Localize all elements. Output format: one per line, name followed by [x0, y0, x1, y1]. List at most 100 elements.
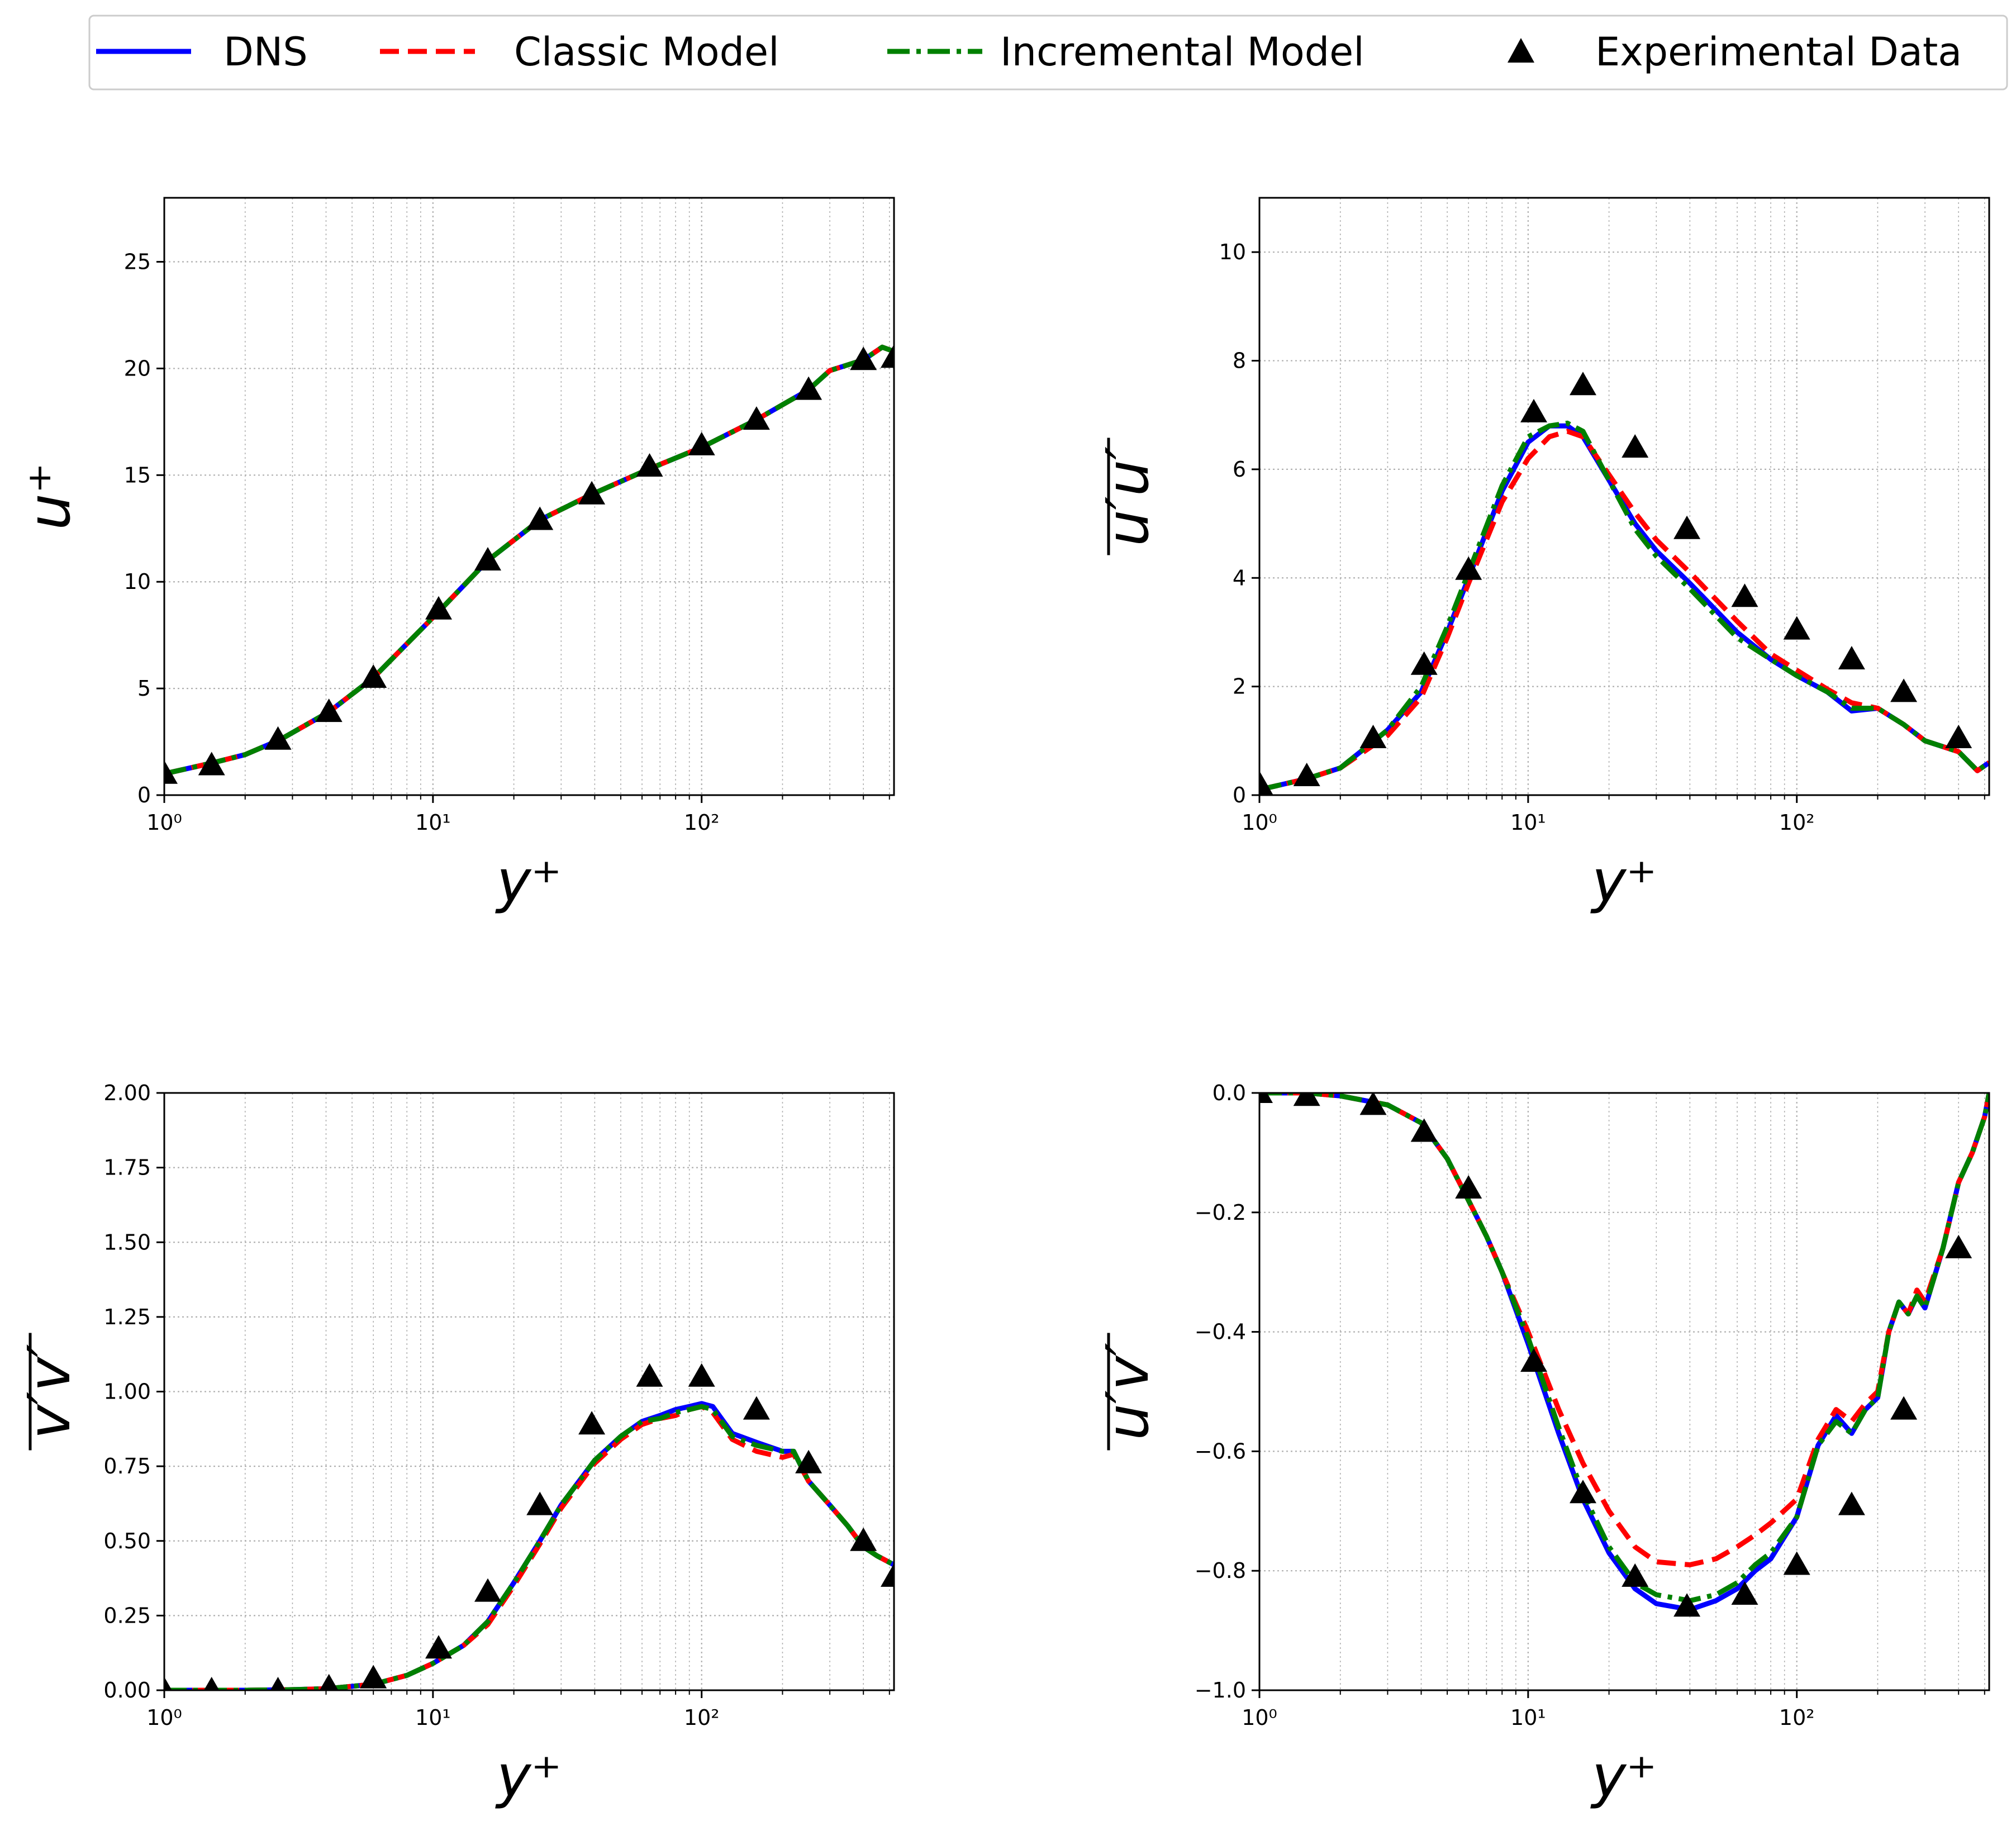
legend-marker-experimental [1508, 38, 1534, 63]
experimental-point [1890, 1396, 1918, 1420]
y-axis-label: v′v′ [15, 1344, 83, 1439]
experimental-point [319, 1673, 339, 1690]
experimental-point [1783, 616, 1810, 640]
experimental-point [474, 547, 501, 570]
experimental-point [425, 596, 452, 620]
series-line-classic-model [164, 344, 894, 777]
experimental-point [1410, 651, 1438, 675]
chart-panel-2: 10⁰ 10¹ 10² 0 2 4 6 8 10 y⁺ u′u′ [1093, 197, 1990, 915]
plot-frame [1258, 1092, 1990, 1691]
x-axis-label: y⁺ [495, 1742, 562, 1810]
chart-panel-3: 10⁰ 10¹ 10² 0.00 0.25 0.50 0.75 1.00 1.25 1.50 1.7… [15, 1081, 895, 1810]
experimental-markers [1259, 372, 1972, 795]
x-tick-label: 10¹ [1510, 810, 1546, 835]
x-tick-label: 10¹ [1510, 1705, 1546, 1730]
y-tick-label: 10 [1219, 240, 1246, 264]
experimental-point [164, 760, 178, 784]
y-axis-label: u′v′ [1093, 1343, 1162, 1440]
experimental-point [578, 1411, 606, 1435]
y-tick-label: 1.00 [103, 1380, 151, 1404]
chart-panel-1: 10⁰ 10¹ 10² 0 5 10 15 20 25 y⁺ u⁺ [15, 197, 895, 915]
experimental-point [270, 1677, 286, 1690]
experimental-point [1945, 725, 1972, 748]
y-tick-label: 6 [1233, 457, 1246, 482]
experimental-point [1359, 725, 1387, 748]
y-tick-label: 0 [137, 783, 151, 807]
experimental-point [425, 1635, 452, 1659]
y-tick-label: −1.0 [1195, 1678, 1246, 1703]
x-axis-label: y⁺ [495, 847, 562, 915]
y-tick-label: 2.00 [103, 1081, 151, 1105]
x-tick-label: 10⁰ [1242, 1705, 1277, 1730]
grid [163, 198, 894, 796]
y-tick-label: 1.25 [103, 1305, 151, 1329]
legend: DNS Classic Model Incremental Model Experim… [88, 15, 2008, 91]
experimental-point [1673, 515, 1701, 539]
experimental-point [1359, 1093, 1387, 1115]
experimental-point [636, 1363, 663, 1387]
y-tick-label: 5 [137, 676, 151, 701]
y-tick-label: 0.00 [103, 1678, 151, 1703]
experimental-point [1673, 1593, 1701, 1617]
legend-label-dns: DNS [224, 29, 308, 75]
experimental-markers [164, 344, 894, 784]
experimental-markers [164, 1363, 894, 1690]
experimental-point [1838, 1491, 1865, 1515]
chart-panel-4: 10⁰ 10¹ 10² −1.0 −0.8 −0.6 −0.4 −0.2 0.0 y⁺ u′v′ [1093, 1081, 1990, 1810]
x-tick-label: 10¹ [415, 1705, 451, 1730]
experimental-point [688, 1363, 715, 1387]
y-tick-label: 0 [1233, 783, 1246, 807]
experimental-point [526, 506, 554, 530]
legend-label-classic: Classic Model [514, 29, 779, 75]
y-tick-label: 0.75 [103, 1454, 151, 1478]
experimental-point [1570, 1480, 1596, 1504]
y-tick-label: 0.25 [103, 1603, 151, 1628]
y-tick-label: 1.50 [103, 1230, 151, 1254]
y-tick-label: 1.75 [103, 1156, 151, 1180]
experimental-point [198, 752, 225, 776]
experimental-point [1945, 1234, 1972, 1258]
series-group [1259, 1093, 1989, 1613]
y-tick-label: −0.2 [1195, 1200, 1246, 1225]
experimental-point [1455, 556, 1482, 580]
series-line-classic-model [1259, 429, 1989, 792]
series-group [164, 1401, 894, 1690]
experimental-point [1731, 583, 1758, 607]
experimental-point [850, 1527, 877, 1551]
y-tick-label: 4 [1233, 565, 1246, 590]
x-tick-label: 10² [684, 810, 720, 835]
x-tick-label: 10² [1779, 810, 1815, 835]
series-line-incremental-model [1259, 1093, 1989, 1604]
experimental-point [1838, 646, 1865, 669]
y-axis-label: u⁺ [15, 463, 83, 530]
experimental-point [1293, 1093, 1320, 1106]
x-tick-label: 10² [684, 1705, 720, 1730]
y-tick-label: −0.4 [1195, 1320, 1246, 1344]
experimental-point [881, 344, 894, 368]
experimental-point [850, 346, 877, 370]
experimental-point [1622, 1563, 1649, 1587]
experimental-point [1259, 771, 1273, 795]
x-tick-label: 10⁰ [146, 810, 182, 835]
plot-frame [163, 197, 895, 796]
series-line-dns [164, 344, 894, 777]
experimental-point [1731, 1581, 1758, 1605]
experimental-point [1455, 1175, 1482, 1199]
experimental-point [360, 664, 387, 688]
y-tick-label: 2 [1233, 674, 1246, 699]
panels: 10⁰ 10¹ 10² 0 5 10 15 20 25 y⁺ u⁺ 10⁰ 10¹ 10² 0 2 4 6 8 10 y… [15, 197, 1990, 1810]
y-tick-label: −0.6 [1195, 1439, 1246, 1463]
experimental-point [1520, 1348, 1547, 1372]
experimental-point [1570, 372, 1596, 396]
x-tick-label: 10² [1779, 1705, 1815, 1730]
plot-frame [163, 1092, 895, 1691]
series-group [164, 344, 894, 777]
legend-label-experimental: Experimental Data [1595, 29, 1962, 75]
experimental-point [1783, 1551, 1810, 1575]
experimental-point [578, 481, 606, 505]
legend-frame [88, 15, 2008, 91]
experimental-point [203, 1677, 220, 1690]
experimental-point [264, 726, 292, 750]
experimental-point [636, 453, 663, 477]
